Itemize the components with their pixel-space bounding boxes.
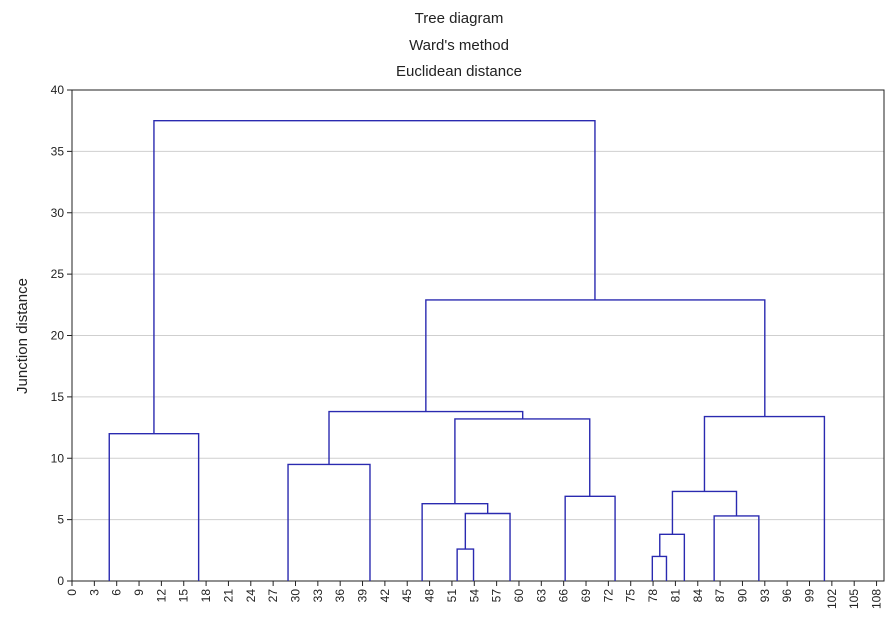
x-tick-label: 3 — [87, 589, 101, 596]
y-tick-label: 30 — [51, 206, 65, 220]
y-tick-label: 5 — [57, 513, 64, 527]
x-tick-label: 15 — [177, 589, 191, 603]
dendrogram-link — [713, 515, 760, 581]
dendrogram-link — [659, 533, 686, 581]
x-tick-label: 93 — [758, 589, 772, 603]
dendrogram-link — [703, 415, 826, 581]
dendrogram-link — [564, 495, 616, 581]
y-tick-label: 25 — [51, 267, 65, 281]
x-tick-label: 78 — [646, 589, 660, 603]
x-tick-label: 102 — [825, 589, 839, 609]
x-tick-label: 54 — [467, 589, 481, 603]
x-tick-label: 33 — [311, 589, 325, 603]
dendrogram-link — [421, 502, 489, 581]
y-axis-label: Junction distance — [14, 278, 31, 394]
x-tick-label: 66 — [557, 589, 571, 603]
y-tick-label: 0 — [57, 574, 64, 588]
x-tick-label: 87 — [713, 589, 727, 603]
x-tick-label: 51 — [445, 589, 459, 603]
dendrogram-link — [287, 463, 371, 581]
chart-title: Tree diagram — [415, 10, 504, 27]
dendrogram-link — [108, 433, 200, 581]
y-tick-label: 15 — [51, 390, 65, 404]
y-tick-label: 40 — [51, 83, 65, 97]
y-tick-label: 35 — [51, 144, 65, 158]
x-tick-label: 75 — [624, 589, 638, 603]
plot-frame — [71, 89, 885, 582]
chart-subtitle: Euclidean distance — [396, 63, 522, 80]
x-tick-label: 96 — [780, 589, 794, 603]
y-tick-label: 20 — [51, 329, 65, 343]
x-tick-label: 24 — [244, 589, 258, 603]
x-tick-label: 42 — [378, 589, 392, 603]
x-tick-label: 90 — [735, 589, 749, 603]
x-tick-label: 6 — [110, 589, 124, 596]
x-tick-label: 48 — [423, 589, 437, 603]
x-tick-label: 0 — [65, 589, 79, 596]
x-tick-label: 84 — [691, 589, 705, 603]
x-tick-label: 69 — [579, 589, 593, 603]
dendrogram-link — [671, 490, 738, 535]
x-tick-label: 63 — [534, 589, 548, 603]
x-tick-label: 57 — [490, 589, 504, 603]
x-tick-label: 36 — [333, 589, 347, 603]
x-tick-label: 105 — [847, 589, 861, 609]
dendrogram-link — [456, 548, 475, 581]
dendrogram-link — [464, 512, 511, 581]
dendrogram-link — [153, 119, 596, 434]
x-tick-label: 12 — [154, 589, 168, 603]
x-tick-label: 9 — [132, 589, 146, 596]
x-tick-label: 72 — [601, 589, 615, 603]
x-tick-label: 21 — [221, 589, 235, 603]
x-tick-label: 45 — [400, 589, 414, 603]
dendrogram-link — [425, 299, 766, 417]
x-tick-label: 18 — [199, 589, 213, 603]
chart-subtitle: Ward's method — [409, 37, 509, 54]
x-tick-label: 39 — [356, 589, 370, 603]
y-tick-label: 10 — [51, 451, 65, 465]
x-tick-label: 81 — [668, 589, 682, 603]
x-tick-label: 27 — [266, 589, 280, 603]
dendrogram-link — [651, 555, 668, 581]
dendrogram-link — [454, 418, 591, 504]
x-tick-label: 30 — [288, 589, 302, 603]
x-tick-label: 108 — [870, 589, 884, 609]
x-tick-label: 99 — [803, 589, 817, 603]
x-tick-label: 60 — [512, 589, 526, 603]
